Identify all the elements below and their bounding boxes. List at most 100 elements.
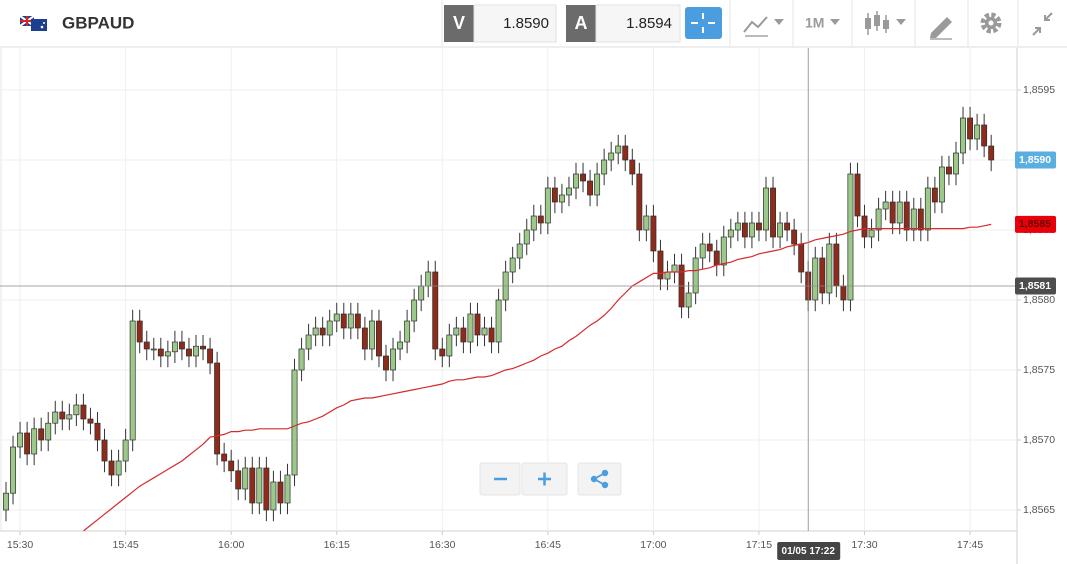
x-tick-label: 17:30 [851, 539, 877, 551]
candle-body [59, 411, 66, 420]
candle-body [784, 222, 791, 231]
x-tick-label: 16:15 [324, 539, 350, 551]
candle-body [868, 229, 875, 238]
settings-button[interactable] [980, 12, 1002, 34]
candle-body [664, 271, 671, 280]
candle-body [854, 173, 861, 217]
candle-body [573, 173, 579, 189]
ask-label: A [575, 13, 588, 33]
y-tick-label: 1,8575 [1023, 364, 1055, 376]
candle-body [551, 187, 558, 203]
candle-body [960, 117, 966, 154]
candle-body [924, 187, 931, 231]
candle-body [319, 327, 326, 336]
candle-body [530, 215, 537, 231]
candle-body [798, 243, 805, 273]
candle-body [397, 341, 404, 350]
candle-body [446, 334, 453, 357]
candle-body [193, 345, 199, 357]
candle-body [150, 348, 157, 351]
candle-body [791, 229, 798, 245]
moving-average-tag-box [1015, 215, 1056, 233]
candle-body [685, 292, 692, 308]
candle-body [38, 428, 45, 441]
candle-body [566, 187, 572, 196]
candle-body [256, 467, 263, 504]
candle-body [875, 208, 882, 231]
candle-body [988, 145, 995, 161]
candle-body [122, 439, 129, 462]
bid-button[interactable] [444, 5, 474, 42]
candle-body [17, 432, 24, 448]
candle-body [812, 257, 819, 301]
candle-body [622, 145, 629, 161]
candle-body [516, 243, 523, 259]
candle-body [474, 313, 481, 336]
candle-body [291, 369, 298, 476]
candle-body [946, 166, 952, 175]
candle-body [974, 124, 981, 140]
candle-body [10, 446, 16, 494]
candle-body [488, 327, 495, 343]
indicator-button[interactable] [743, 16, 784, 37]
candle-body [558, 194, 565, 203]
crosshair-button[interactable] [685, 7, 722, 39]
candle-body [228, 460, 235, 472]
ask-box[interactable] [595, 4, 681, 43]
candle-body [368, 320, 375, 350]
candle-body [727, 229, 734, 238]
x-tick-label: 17:15 [746, 539, 772, 551]
crosshair-date-label: 01/05 17:22 [782, 546, 836, 557]
candle-body [938, 166, 945, 203]
candle-body [354, 313, 361, 329]
candle-body [580, 173, 586, 182]
candle-body [608, 152, 615, 161]
candle-body [3, 492, 9, 511]
candle-body [66, 414, 73, 420]
candle-body [699, 243, 706, 259]
candle-body [108, 460, 115, 476]
collapse-button[interactable] [1032, 12, 1053, 36]
candle-body [748, 222, 755, 238]
candle-body [537, 215, 544, 224]
timeframe[interactable]: 1M [805, 15, 824, 31]
candle-body [910, 208, 917, 231]
candle-body [52, 411, 59, 424]
ask-button[interactable] [566, 5, 596, 42]
candle-body [439, 348, 446, 357]
candle-body [763, 187, 769, 231]
candle-body [981, 124, 988, 147]
candle-body [383, 355, 389, 371]
candle-body [967, 117, 974, 140]
bid-label: V [453, 13, 465, 33]
candle-body [629, 159, 636, 175]
candle-body [200, 345, 206, 350]
candle-body [390, 348, 396, 371]
bid-price: 1.8590 [503, 15, 549, 32]
x-tick-label: 16:30 [429, 539, 455, 551]
toolbar: GBPAUD V 1.8590 A 1.8594 1M [0, 0, 1067, 48]
plus-icon [538, 472, 551, 486]
y-tick-label: 1,8580 [1023, 294, 1055, 306]
candle-body [376, 320, 382, 357]
candle-body [713, 250, 720, 266]
crosshair-icon [691, 13, 715, 33]
chart-type-button[interactable] [865, 11, 906, 35]
candle-body [495, 299, 502, 343]
candle-body [143, 341, 150, 350]
draw-button[interactable] [930, 17, 952, 40]
candle-body [819, 257, 826, 294]
bid-box[interactable] [473, 4, 557, 43]
candle-body [277, 481, 284, 504]
candle-body [509, 257, 516, 273]
y-tick-label: 1,8565 [1023, 504, 1055, 516]
candle-body [882, 201, 889, 210]
flag-icon [19, 15, 47, 31]
candle-body [80, 404, 87, 420]
candle-body [840, 285, 847, 301]
share-button[interactable] [577, 462, 622, 496]
dropdown-arrow [830, 19, 840, 25]
moving-average-tag-label: 1,8585 [1019, 218, 1051, 230]
candle-body [305, 334, 312, 350]
